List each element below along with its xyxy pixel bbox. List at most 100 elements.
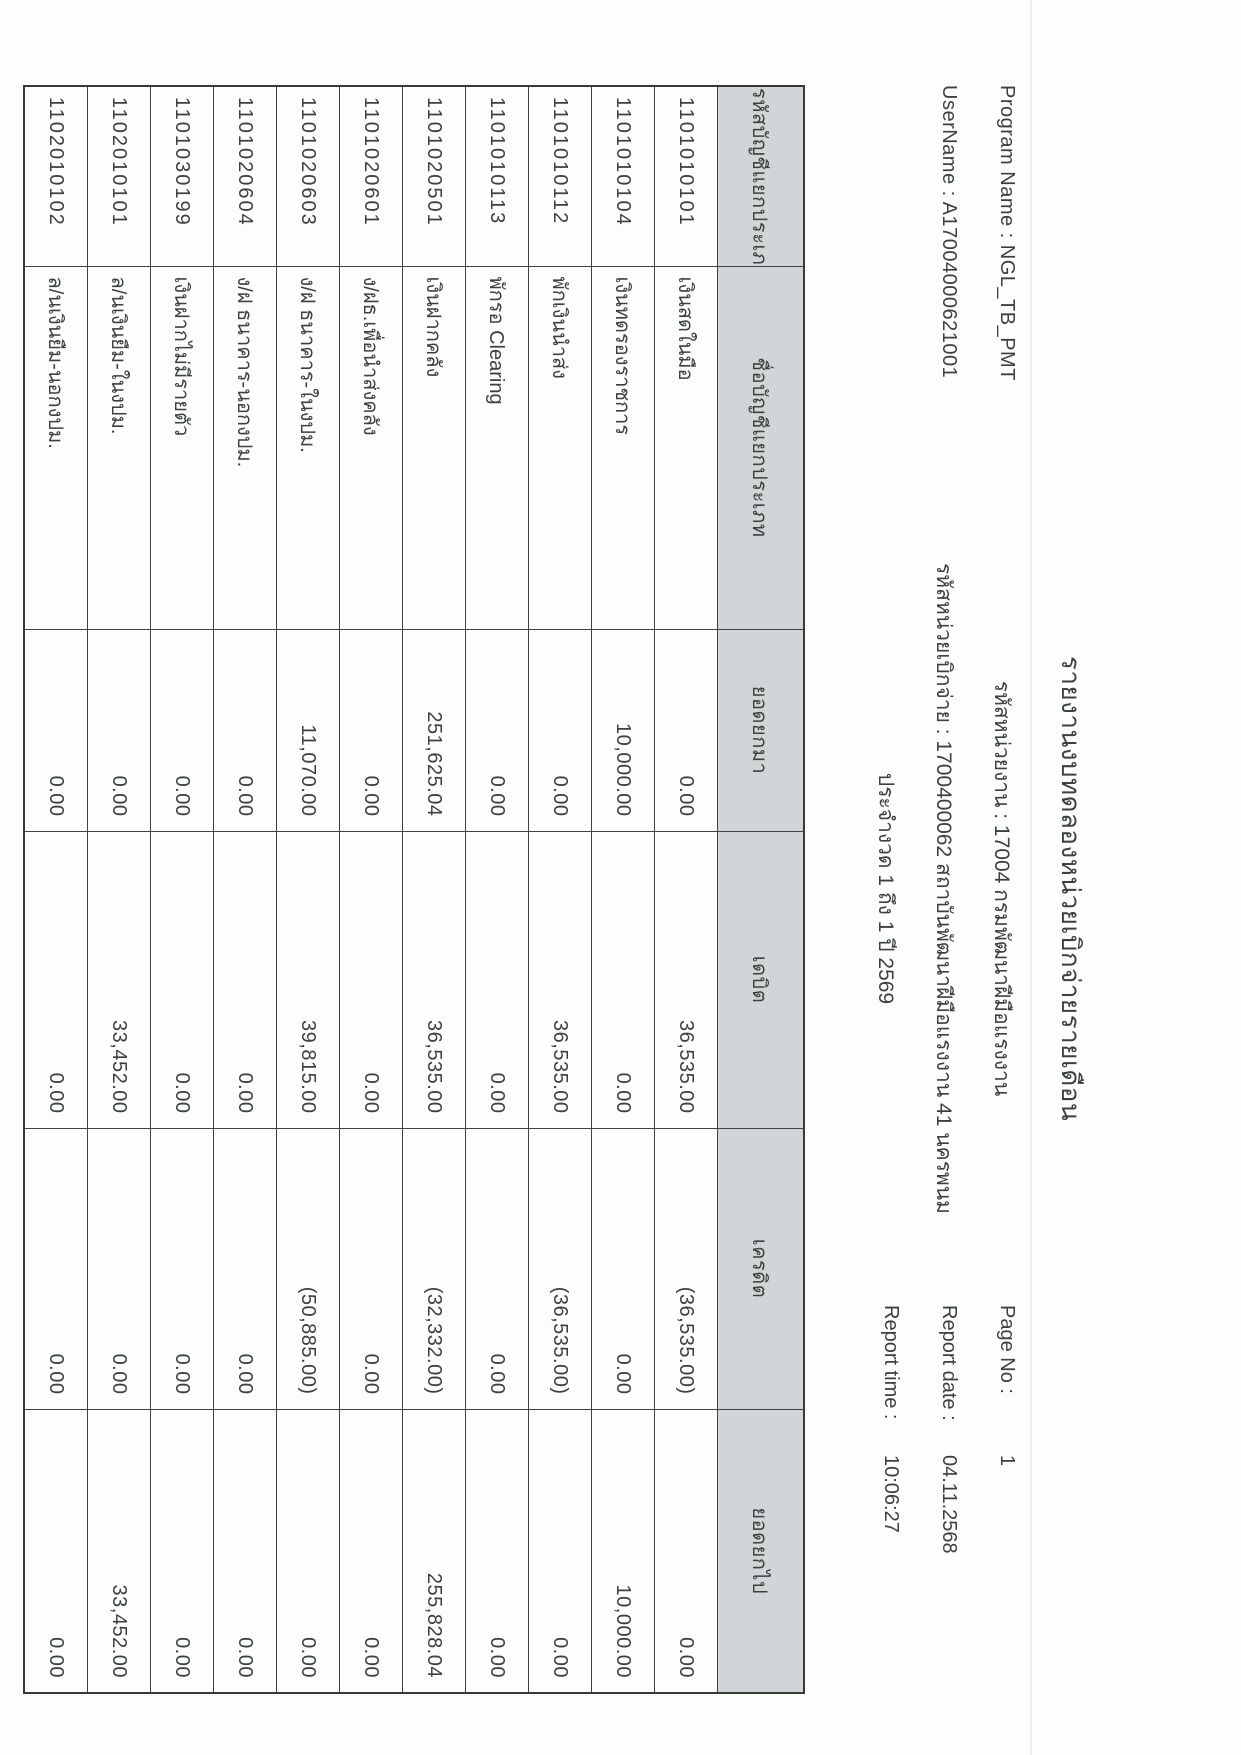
cell-account-code: 1101010101 <box>654 86 718 266</box>
cell-closing-balance: 0.00 <box>465 1409 529 1693</box>
cell-debit: 36,535.00 <box>402 831 466 1128</box>
report-date-label: Report date : <box>938 1305 960 1421</box>
cell-debit: 0.00 <box>24 831 88 1128</box>
cell-account-code: 1101020604 <box>213 86 277 266</box>
cell-debit: 0.00 <box>213 831 277 1128</box>
cell-opening-balance: 0.00 <box>465 629 529 831</box>
cell-debit: 36,535.00 <box>654 831 718 1128</box>
table-row: 1101020501 เงินฝากคลัง 251,625.04 36,535.00… <box>402 86 466 1693</box>
table-row: 1101010101 เงินสดในมือ 0.00 36,535.00 (36,53… <box>654 86 718 1693</box>
cell-debit: 33,452.00 <box>87 831 151 1128</box>
trial-balance-table: รหัสบัญชีแยกประเภท ชื่อบัญชีแยกประเภท ยอดย… <box>23 85 805 1694</box>
cell-closing-balance: 0.00 <box>276 1409 340 1693</box>
cell-account-code: 1102010102 <box>24 86 88 266</box>
cell-opening-balance: 0.00 <box>24 629 88 831</box>
cell-account-name: ง/ฝ ธนาคาร-ในงปม. <box>276 266 340 629</box>
table-header-row: รหัสบัญชีแยกประเภท ชื่อบัญชีแยกประเภท ยอดย… <box>717 86 804 1693</box>
table-row: 1101010104 เงินทดรองราชการ 10,000.00 0.00 0.… <box>591 86 655 1693</box>
table-row: 1101030199 เงินฝากไม่มีรายตัว 0.00 0.00 0.00… <box>150 86 214 1693</box>
period-line: ประจำงวด 1 ถึง 1 ปี 2569 <box>874 772 897 1005</box>
cell-debit: 0.00 <box>591 831 655 1128</box>
cell-credit: 0.00 <box>339 1128 403 1409</box>
header-line-3: UserName : A17004000621001 รหัสหน่วยเบิก… <box>930 0 960 1755</box>
cell-opening-balance: 0.00 <box>528 629 592 831</box>
agency-line: รหัสหน่วยงาน : 17004 กรมพัฒนาฝีมือแรงงาน <box>990 680 1013 1097</box>
cell-credit: 0.00 <box>465 1128 529 1409</box>
cell-closing-balance: 0.00 <box>339 1409 403 1693</box>
cell-account-name: พักรอ Clearing <box>465 266 529 629</box>
report-time-label: Report time : <box>880 1305 902 1420</box>
cell-opening-balance: 10,000.00 <box>591 629 655 831</box>
cell-debit: 0.00 <box>465 831 529 1128</box>
cell-opening-balance: 0.00 <box>213 629 277 831</box>
cell-account-name: เงินฝากคลัง <box>402 266 466 629</box>
cell-account-code: 1101010112 <box>528 86 592 266</box>
cell-closing-balance: 0.00 <box>150 1409 214 1693</box>
cell-opening-balance: 11,070.00 <box>276 629 340 831</box>
cell-account-code: 1101020601 <box>339 86 403 266</box>
report-title-line: รายงานงบทดลองหน่วยเบิกจ่ายรายเดือน <box>1056 0 1091 1755</box>
cell-closing-balance: 255,828.04 <box>402 1409 466 1693</box>
cell-closing-balance: 0.00 <box>24 1409 88 1693</box>
cell-account-code: 1101020603 <box>276 86 340 266</box>
column-header-opening-balance: ยอดยกมา <box>717 629 804 831</box>
cell-opening-balance: 0.00 <box>87 629 151 831</box>
cell-closing-balance: 0.00 <box>528 1409 592 1693</box>
cell-account-code: 1101010104 <box>591 86 655 266</box>
cell-credit: 0.00 <box>591 1128 655 1409</box>
table-row: 1101010113 พักรอ Clearing 0.00 0.00 0.00 0.00 <box>465 86 529 1693</box>
cell-opening-balance: 251,625.04 <box>402 629 466 831</box>
cell-closing-balance: 0.00 <box>213 1409 277 1693</box>
column-header-closing-balance: ยอดยกไป <box>717 1409 804 1693</box>
cell-opening-balance: 0.00 <box>654 629 718 831</box>
cell-closing-balance: 0.00 <box>654 1409 718 1693</box>
cell-account-name: เงินฝากไม่มีรายตัว <box>150 266 214 629</box>
cell-account-name: พักเงินนำส่ง <box>528 266 592 629</box>
cell-account-code: 1101010113 <box>465 86 529 266</box>
cell-credit: 0.00 <box>87 1128 151 1409</box>
table-row: 1102010101 ล/นเงินยืม-ในงปม. 0.00 33,452.00… <box>87 86 151 1693</box>
payment-unit-line: รหัสหน่วยเบิกจ่าย : 1700400062 สถาบันพัฒ… <box>932 563 955 1214</box>
report-date-value: 04.11.2568 <box>938 1455 960 1554</box>
cell-account-name: ง/ฝ ธนาคาร-นอกงปม. <box>213 266 277 629</box>
cell-account-name: ง/ฝธ.เพื่อนำส่งคลัง <box>339 266 403 629</box>
scan-artifact-line <box>1030 0 1032 1755</box>
cell-debit: 0.00 <box>150 831 214 1128</box>
cell-opening-balance: 0.00 <box>150 629 214 831</box>
cell-account-name: เงินทดรองราชการ <box>591 266 655 629</box>
table-row: 1101020604 ง/ฝ ธนาคาร-นอกงปม. 0.00 0.00 0.00… <box>213 86 277 1693</box>
cell-account-name: เงินสดในมือ <box>654 266 718 629</box>
cell-account-name: ล/นเงินยืม-นอกงปม. <box>24 266 88 629</box>
column-header-debit: เดบิต <box>717 831 804 1128</box>
header-line-2: Program Name : NGL_TB_PMT รหัสหน่วยงาน :… <box>988 0 1018 1755</box>
cell-debit: 0.00 <box>339 831 403 1128</box>
cell-credit: 0.00 <box>150 1128 214 1409</box>
report-title: รายงานงบทดลองหน่วยเบิกจ่ายรายเดือน <box>1056 655 1086 1122</box>
cell-credit: (36,535.00) <box>528 1128 592 1409</box>
report-time-value: 10:06:27 <box>880 1455 902 1533</box>
cell-account-code: 1102010101 <box>87 86 151 266</box>
table-row: 1101020603 ง/ฝ ธนาคาร-ในงปม. 11,070.00 39,8… <box>276 86 340 1693</box>
cell-debit: 39,815.00 <box>276 831 340 1128</box>
table-row: 1102010102 ล/นเงินยืม-นอกงปม. 0.00 0.00 0.00… <box>24 86 88 1693</box>
cell-closing-balance: 10,000.00 <box>591 1409 655 1693</box>
header-line-4: ประจำงวด 1 ถึง 1 ปี 2569 Report time : 1… <box>872 0 902 1755</box>
cell-account-code: 1101030199 <box>150 86 214 266</box>
cell-closing-balance: 33,452.00 <box>87 1409 151 1693</box>
cell-credit: (50,885.00) <box>276 1128 340 1409</box>
table-row: 1101010112 พักเงินนำส่ง 0.00 36,535.00 (36,5… <box>528 86 592 1693</box>
cell-opening-balance: 0.00 <box>339 629 403 831</box>
column-header-account-code: รหัสบัญชีแยกประเภท <box>717 86 804 266</box>
table-row: 1101020601 ง/ฝธ.เพื่อนำส่งคลัง 0.00 0.00 0.0… <box>339 86 403 1693</box>
cell-account-code: 1101020501 <box>402 86 466 266</box>
trial-balance-table-wrap: รหัสบัญชีแยกประเภท ชื่อบัญชีแยกประเภท ยอดย… <box>23 85 805 1694</box>
cell-credit: 0.00 <box>213 1128 277 1409</box>
page-no-label: Page No : <box>996 1305 1018 1394</box>
cell-account-name: ล/นเงินยืม-ในงปม. <box>87 266 151 629</box>
cell-credit: (36,535.00) <box>654 1128 718 1409</box>
cell-debit: 36,535.00 <box>528 831 592 1128</box>
cell-credit: (32,332.00) <box>402 1128 466 1409</box>
cell-credit: 0.00 <box>24 1128 88 1409</box>
